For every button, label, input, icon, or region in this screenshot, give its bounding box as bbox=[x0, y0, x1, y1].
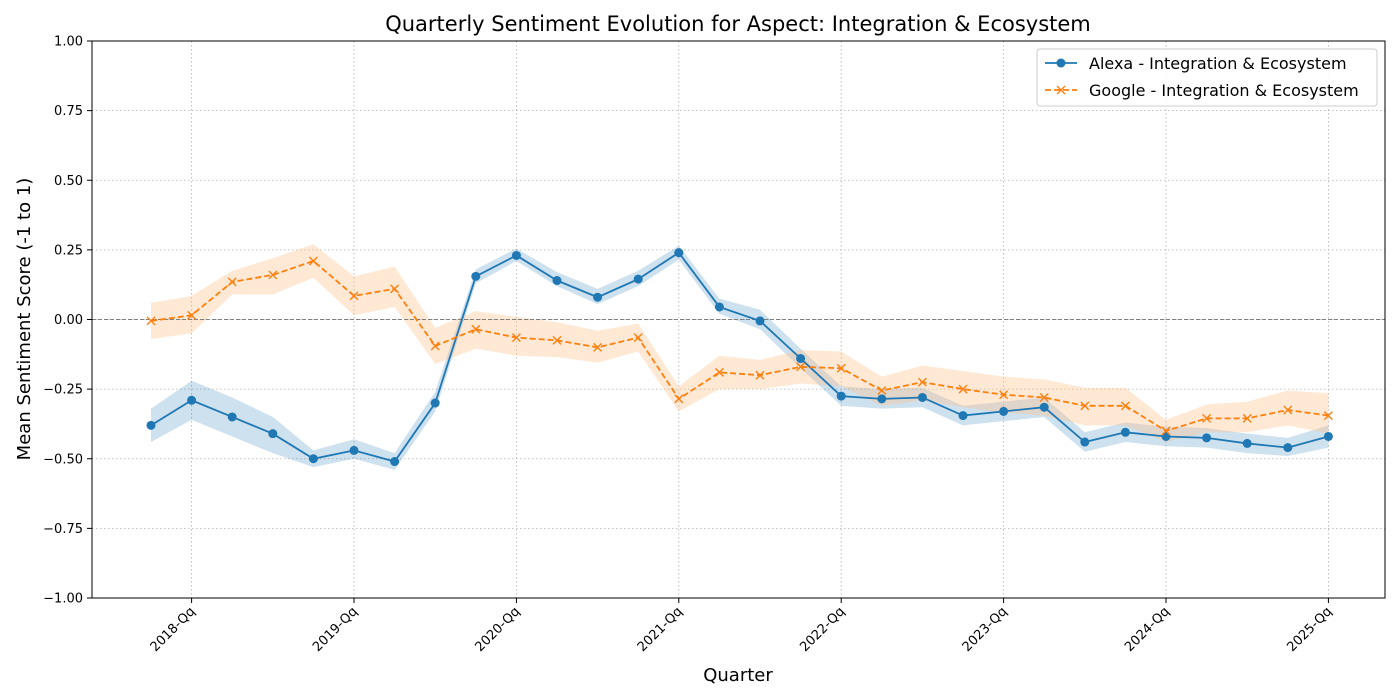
x-axis-label: Quarter bbox=[703, 665, 773, 686]
point-series-1 bbox=[1080, 401, 1090, 411]
legend-alexa-label: Alexa - Integration & Ecosystem bbox=[1089, 54, 1347, 73]
y-tick-label: 0.75 bbox=[54, 104, 83, 119]
point-series-0 bbox=[796, 353, 806, 363]
legend: Alexa - Integration & Ecosystem Google -… bbox=[1036, 48, 1378, 107]
point-series-1 bbox=[593, 342, 603, 352]
legend-google-label: Google - Integration & Ecosystem bbox=[1089, 81, 1359, 100]
point-series-0 bbox=[552, 276, 562, 286]
legend-alexa-marker bbox=[1056, 58, 1066, 68]
point-series-0 bbox=[349, 445, 359, 455]
y-tick-label: 1.00 bbox=[54, 35, 83, 50]
point-series-1 bbox=[511, 333, 521, 343]
y-axis-label: Mean Sentiment Score (-1 to 1) bbox=[14, 178, 35, 461]
point-series-0 bbox=[227, 412, 237, 422]
point-series-0 bbox=[146, 420, 156, 430]
point-series-1 bbox=[917, 377, 927, 387]
point-series-0 bbox=[836, 391, 846, 401]
chart-title: Quarterly Sentiment Evolution for Aspect… bbox=[385, 12, 1091, 36]
y-tick-label: −1.00 bbox=[43, 592, 83, 607]
point-series-1 bbox=[755, 370, 765, 380]
point-series-0 bbox=[511, 250, 521, 260]
point-series-1 bbox=[146, 316, 156, 326]
point-series-0 bbox=[674, 248, 684, 258]
point-series-0 bbox=[1202, 433, 1212, 443]
point-series-1 bbox=[877, 386, 887, 396]
x-tick-label: 2024-Qq bbox=[1122, 604, 1173, 655]
band-series-0 bbox=[151, 245, 1329, 470]
point-series-1 bbox=[836, 363, 846, 373]
point-series-0 bbox=[1120, 427, 1130, 437]
point-series-1 bbox=[958, 384, 968, 394]
y-tick-label: −0.75 bbox=[43, 522, 83, 537]
point-series-0 bbox=[1039, 402, 1049, 412]
point-series-0 bbox=[390, 457, 400, 467]
point-series-1 bbox=[390, 284, 400, 294]
point-series-0 bbox=[308, 454, 318, 464]
point-series-1 bbox=[633, 333, 643, 343]
point-series-0 bbox=[430, 398, 440, 408]
y-tick-label: 0.25 bbox=[54, 243, 83, 258]
point-series-0 bbox=[877, 394, 887, 404]
line-series-0 bbox=[150, 251, 1329, 463]
point-series-0 bbox=[714, 302, 724, 312]
point-series-0 bbox=[755, 316, 765, 326]
grid-lines bbox=[92, 40, 1385, 599]
x-tick-label: 2021-Qq bbox=[635, 604, 686, 655]
point-series-1 bbox=[796, 362, 806, 372]
point-series-0 bbox=[917, 392, 927, 402]
point-series-1 bbox=[999, 390, 1009, 400]
point-series-1 bbox=[268, 270, 278, 280]
point-series-1 bbox=[227, 277, 237, 287]
x-tick-label: 2022-Qq bbox=[797, 604, 848, 655]
point-series-1 bbox=[552, 335, 562, 345]
band-series-1 bbox=[151, 244, 1329, 443]
point-series-1 bbox=[1323, 411, 1333, 421]
point-series-0 bbox=[958, 411, 968, 421]
y-tick-label: −0.50 bbox=[43, 452, 83, 467]
y-tick-label: 0.00 bbox=[54, 313, 83, 328]
point-series-0 bbox=[633, 274, 643, 284]
y-tick-label: 0.50 bbox=[54, 174, 83, 189]
y-tick-label: −0.25 bbox=[43, 383, 83, 398]
y-axis-ticks: −1.00 −0.75 −0.50 −0.25 0.00 0.25 0.50 0.75 1.00 bbox=[43, 35, 92, 607]
x-axis-ticks: 2018-Qq 2019-Qq 2020-Qq 2021-Qq 2022-Qq 2023-… bbox=[148, 598, 1335, 655]
point-series-1 bbox=[1202, 413, 1212, 423]
point-series-1 bbox=[1242, 413, 1252, 423]
x-tick-label: 2019-Qq bbox=[310, 604, 361, 655]
point-series-1 bbox=[308, 256, 318, 266]
series-lines bbox=[146, 248, 1333, 467]
point-series-1 bbox=[1039, 392, 1049, 402]
point-series-0 bbox=[268, 429, 278, 439]
point-series-1 bbox=[1120, 401, 1130, 411]
point-series-1 bbox=[1283, 405, 1293, 415]
point-series-0 bbox=[1323, 431, 1333, 441]
point-series-0 bbox=[1080, 437, 1090, 447]
point-series-0 bbox=[471, 271, 481, 281]
point-series-1 bbox=[714, 367, 724, 377]
point-series-1 bbox=[674, 394, 684, 404]
x-tick-label: 2018-Qq bbox=[148, 604, 199, 655]
x-tick-label: 2023-Qq bbox=[960, 604, 1011, 655]
point-series-1 bbox=[1161, 426, 1171, 436]
legend-google-marker bbox=[1056, 85, 1066, 95]
confidence-bands bbox=[151, 244, 1329, 470]
point-series-0 bbox=[1242, 438, 1252, 448]
x-tick-label: 2025-Qq bbox=[1284, 604, 1335, 655]
point-series-0 bbox=[187, 395, 197, 405]
legend-frame bbox=[1036, 48, 1378, 107]
point-series-0 bbox=[1283, 443, 1293, 453]
point-series-1 bbox=[430, 341, 440, 351]
point-series-0 bbox=[999, 406, 1009, 416]
x-tick-label: 2020-Qq bbox=[472, 604, 523, 655]
point-series-0 bbox=[593, 292, 603, 302]
point-series-1 bbox=[471, 324, 481, 334]
point-series-1 bbox=[187, 310, 197, 320]
line-series-1 bbox=[150, 259, 1329, 432]
point-series-0 bbox=[1161, 431, 1171, 441]
point-series-1 bbox=[349, 291, 359, 301]
